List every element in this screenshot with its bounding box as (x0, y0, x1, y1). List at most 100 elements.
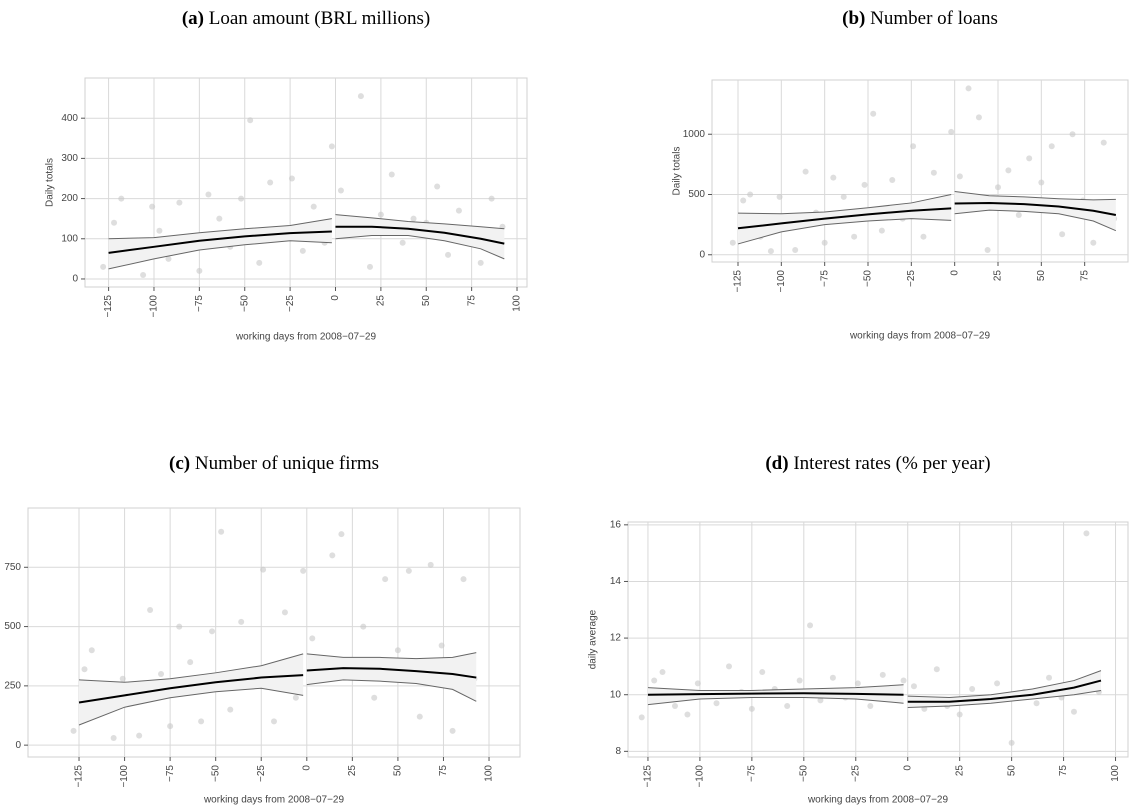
panel-label: (a) (182, 8, 204, 29)
point (900, 677, 907, 684)
point (802, 168, 809, 175)
fit-line (306, 667, 477, 679)
panel-title-text: Number of loans (870, 8, 998, 29)
x-tick-label: 0 (301, 765, 312, 771)
point (1069, 131, 1076, 138)
point (930, 169, 937, 176)
point (247, 117, 254, 124)
x-tick-label: 75 (1079, 270, 1090, 282)
x-tick-label: 100 (1110, 765, 1121, 782)
point (310, 203, 317, 210)
band-edge (954, 209, 1117, 232)
point (933, 666, 940, 673)
y-tick-label: 16 (610, 519, 622, 530)
point (357, 93, 364, 100)
fit-line (737, 207, 952, 230)
x-tick-label: −25 (906, 270, 917, 287)
point (227, 706, 234, 713)
panel-title-text: Interest rates (% per year) (793, 453, 990, 474)
band-edge (907, 670, 1102, 699)
x-tick-label: −100 (695, 765, 706, 788)
point (840, 193, 847, 200)
y-tick-label: 400 (61, 113, 78, 124)
x-tick-label: 0 (902, 765, 913, 771)
point (948, 128, 955, 135)
point (388, 171, 395, 178)
point (187, 659, 194, 666)
x-tick-label: 0 (949, 270, 960, 276)
point (792, 246, 799, 253)
x-tick-label: −50 (239, 295, 250, 312)
point (684, 711, 691, 718)
band-edge (647, 697, 904, 706)
point (910, 143, 917, 150)
point (1046, 674, 1053, 681)
point (338, 531, 345, 538)
x-axis-label: working days from 2008−07−29 (203, 795, 345, 806)
point (140, 271, 147, 278)
x-tick-label: −100 (149, 295, 160, 318)
y-axis-label: daily average (588, 609, 599, 669)
band-edge (737, 218, 952, 245)
point (784, 703, 791, 710)
point (399, 239, 406, 246)
point (288, 175, 295, 182)
x-tick-label: 0 (330, 295, 341, 301)
point (861, 181, 868, 188)
x-tick-label: 75 (466, 295, 477, 307)
point (238, 195, 245, 202)
point (434, 183, 441, 190)
fit-line (335, 225, 505, 245)
point (176, 623, 183, 630)
point (1083, 530, 1090, 537)
fit-line (954, 201, 1117, 216)
band-edge (306, 679, 477, 702)
point (377, 211, 384, 218)
band-edge (108, 240, 332, 270)
fit-line (78, 674, 304, 704)
y-tick-label: 100 (61, 233, 78, 244)
point (196, 267, 203, 274)
panel-title-text: Number of unique firms (195, 453, 379, 474)
x-tick-label: −25 (850, 765, 861, 782)
point (748, 705, 755, 712)
panel-title: (c) Number of unique firms (169, 453, 379, 474)
band-edge (647, 684, 904, 691)
band-edge (737, 194, 952, 215)
point (300, 567, 307, 574)
point (975, 114, 982, 121)
point (994, 680, 1001, 687)
point (110, 735, 117, 742)
point (920, 233, 927, 240)
point (205, 191, 212, 198)
point (267, 179, 274, 186)
point (427, 561, 434, 568)
point (1059, 231, 1066, 238)
point (455, 207, 462, 214)
point (1070, 708, 1077, 715)
panel-title: (d) Interest rates (% per year) (765, 453, 990, 474)
point (1015, 211, 1022, 218)
x-tick-label: −125 (103, 295, 114, 318)
x-tick-label: 50 (393, 765, 404, 777)
x-tick-label: 50 (421, 295, 432, 307)
x-tick-label: −75 (746, 765, 757, 782)
x-tick-label: −50 (798, 765, 809, 782)
band-edge (335, 235, 505, 260)
y-axis-label: Daily totals (45, 158, 56, 207)
point (209, 628, 216, 635)
point (817, 697, 824, 704)
y-tick-label: 300 (61, 153, 78, 164)
point (70, 727, 77, 734)
x-tick-label: −50 (210, 765, 221, 782)
point (337, 187, 344, 194)
point (165, 255, 172, 262)
point (1048, 143, 1055, 150)
point (488, 195, 495, 202)
point (88, 647, 95, 654)
point (292, 694, 299, 701)
x-tick-label: −75 (194, 295, 205, 312)
point (879, 671, 886, 678)
point (198, 718, 205, 725)
point (851, 233, 858, 240)
